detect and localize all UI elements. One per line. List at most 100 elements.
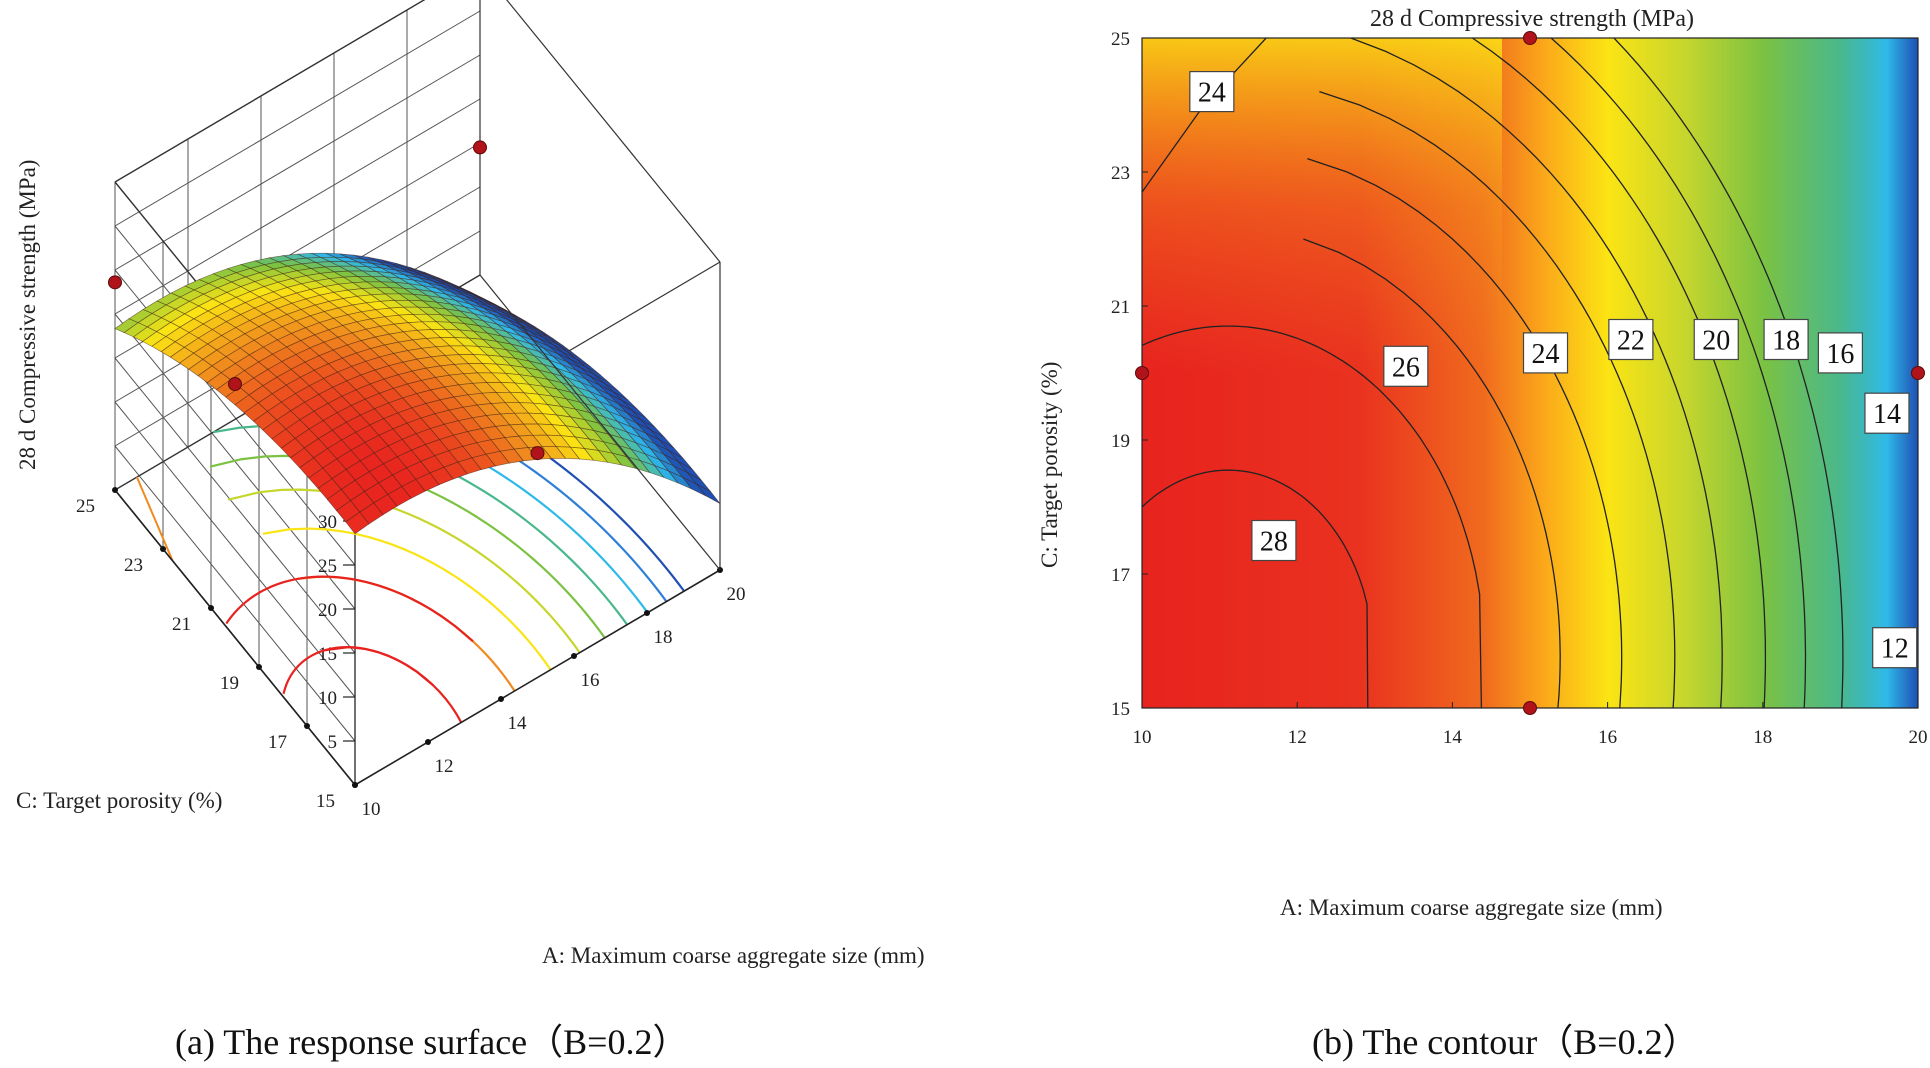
c-axis-tick-dot [256, 664, 262, 670]
c-axis-tick-dot [208, 605, 214, 611]
contour-label-text: 16 [1826, 339, 1854, 370]
contour-line [1550, 38, 1807, 708]
a-axis-tick-label: 14 [508, 713, 528, 734]
contour-label-box [1693, 318, 1739, 361]
c-axis-tick-dot [160, 546, 166, 552]
contour-label-box [1817, 332, 1864, 374]
design-point [473, 140, 487, 155]
c-axis-tick-dot [352, 782, 358, 788]
z-axis-title: 28 d Compressive strength (MPa) [15, 160, 40, 470]
x-tick-label: 18 [1753, 727, 1772, 748]
contour-y-axis-title: C: Target porosity (%) [1037, 362, 1062, 568]
contour-label: 12 [1872, 627, 1918, 669]
z-tick-label: 30 [318, 512, 337, 533]
cage-grid-line [114, 54, 481, 271]
floor-edge [479, 274, 721, 571]
cage-grid-line [114, 401, 356, 698]
c-axis-tick-label: 21 [172, 614, 191, 635]
contour-label: 14 [1864, 392, 1910, 434]
contour-line [1472, 38, 1767, 708]
contour-label-box [1383, 345, 1429, 387]
c-axis-tick-dot [112, 487, 118, 493]
contour-line [1307, 157, 1623, 708]
y-tick-label: 19 [1111, 431, 1130, 452]
contour-title: 28 d Compressive strength (MPa) [1370, 6, 1694, 32]
floor-contour-line [297, 575, 516, 692]
contour-line [1142, 469, 1369, 708]
contour-label-text: 24 [1198, 78, 1226, 109]
z-tick-label: 5 [328, 732, 338, 753]
contour-label-text: 28 [1260, 527, 1288, 558]
y-tick-label: 23 [1111, 163, 1130, 184]
floor-contour-line [135, 476, 174, 562]
response-surface [114, 252, 721, 535]
c-axis-tick-label: 25 [76, 496, 95, 517]
contour-label-box [1608, 318, 1654, 361]
contour-label-text: 26 [1392, 352, 1420, 383]
contour-x-axis-title: A: Maximum coarse aggregate size (mm) [1280, 895, 1663, 920]
floor-contour-line [227, 488, 581, 654]
contour-line [1613, 38, 1844, 708]
c-axis-title-3d: C: Target porosity (%) [16, 788, 222, 813]
contour-line [1319, 90, 1676, 708]
contour-label: 20 [1693, 318, 1739, 361]
contour-label-box [1189, 70, 1235, 113]
c-axis-line [114, 489, 356, 786]
contour-line [1350, 38, 1723, 708]
z-tick-label: 25 [318, 556, 337, 577]
contour-label-text: 22 [1617, 326, 1645, 357]
contour-label-text: 14 [1873, 399, 1901, 430]
contour-label: 24 [1189, 70, 1235, 113]
design-point [1523, 31, 1537, 45]
design-point [530, 446, 545, 461]
cage-grid-line [114, 445, 356, 742]
contour-label-text: 20 [1702, 326, 1730, 357]
cage-edge [506, 0, 721, 263]
contour-label-box [1872, 627, 1918, 669]
contour-lines [1142, 38, 1844, 708]
c-axis-tick-label: 19 [220, 673, 239, 694]
a-axis-tick-label: 10 [362, 799, 381, 820]
contour-label-text: 18 [1772, 326, 1800, 357]
a-axis-tick-dot [571, 653, 577, 659]
floor-contour-line [282, 646, 434, 695]
contour-level-labels: 24 26 24 22 20 18 16 14 12 28 [1189, 70, 1918, 669]
contour-label-box [1864, 392, 1910, 434]
y-tick-label: 15 [1111, 699, 1130, 720]
a-axis-tick-label: 16 [581, 670, 600, 691]
x-tick-label: 10 [1133, 727, 1152, 748]
c-axis-tick-dot [304, 723, 310, 729]
a-axis-tick-label: 18 [654, 627, 673, 648]
x-tick-label: 20 [1909, 727, 1928, 748]
contour-label-text: 24 [1532, 339, 1560, 370]
c-axis-tick-label: 17 [268, 732, 287, 753]
x-tick-label: 12 [1288, 727, 1307, 748]
c-axis-tick-label: 15 [316, 791, 335, 812]
design-point [228, 377, 242, 392]
contour-label: 16 [1817, 332, 1864, 374]
contour-label: 24 [1522, 332, 1569, 374]
contour-axis-ticks: 10 12 14 16 18 20 15 17 19 21 23 25 [1111, 29, 1928, 748]
contour-label: 28 [1251, 519, 1297, 562]
design-point [1911, 366, 1925, 380]
a-axis-tick-dot [425, 739, 431, 745]
floor-axes: 10 12 14 16 18 20 15 17 19 21 23 25 [76, 274, 746, 820]
design-point [108, 275, 122, 290]
contour-line [1142, 325, 1483, 708]
z-tick-label: 20 [318, 600, 337, 621]
x-tick-label: 16 [1598, 727, 1617, 748]
floor-contour-line [262, 527, 552, 671]
y-tick-label: 25 [1111, 29, 1130, 50]
contour-label-box [1251, 519, 1297, 562]
design-point [1523, 701, 1537, 715]
contour-label: 22 [1608, 318, 1654, 361]
caption-a: (a) The response surface（B=0.2） [175, 1022, 688, 1062]
design-point [1135, 366, 1149, 380]
surface-design-points [108, 140, 545, 461]
a-axis-tick-dot [644, 610, 650, 616]
cage-grid-line [114, 357, 356, 654]
contour-label-box [1522, 332, 1569, 374]
surface-patch [696, 483, 721, 504]
a-axis-tick-label: 20 [727, 584, 746, 605]
